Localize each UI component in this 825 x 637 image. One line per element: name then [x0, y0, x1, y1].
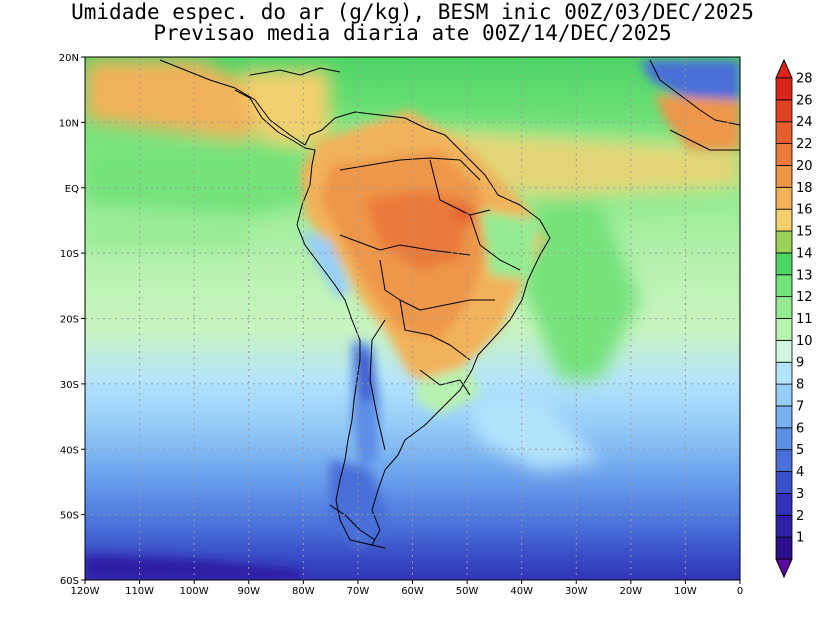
colorbar-swatch: [775, 427, 793, 451]
y-tick-label: 30S: [60, 380, 79, 391]
y-tick-label: 10N: [59, 118, 79, 129]
colorbar-label: 24: [796, 115, 813, 130]
colorbar-label: 12: [796, 290, 813, 305]
colorbar-label: 18: [796, 181, 813, 196]
colorbar-label: 15: [796, 225, 813, 240]
colorbar-label: 14: [796, 246, 813, 261]
colorbar-swatch: [775, 493, 793, 516]
colorbar-label: 28: [796, 72, 813, 87]
colorbar-swatch: [775, 296, 793, 319]
colorbar-swatch: [775, 471, 793, 494]
colorbar-swatch: [775, 121, 793, 144]
colorbar-label: 11: [796, 312, 813, 327]
colorbar-label: 6: [796, 421, 804, 436]
colorbar-swatch: [775, 449, 793, 472]
colorbar-swatch: [775, 208, 793, 232]
gridlines: [85, 57, 740, 580]
colorbar-label: 2: [796, 509, 804, 524]
title-line-2: Previsao media diaria ate 00Z/14/DEC/202…: [153, 21, 672, 45]
colorbar-label: 3: [796, 487, 804, 502]
colorbar-label: 26: [796, 93, 813, 108]
colorbar-label: 5: [796, 443, 804, 458]
y-tick-label: 20N: [59, 53, 79, 64]
colorbar-over-triangle: [775, 58, 793, 79]
colorbar-swatch: [775, 274, 793, 298]
colorbar-label: 22: [796, 137, 813, 152]
x-tick-label: 20W: [620, 586, 643, 597]
colorbar-swatch: [775, 536, 793, 560]
colorbar-swatch: [775, 361, 793, 385]
colorbar-swatch: [775, 99, 793, 123]
colorbar-swatch: [775, 383, 793, 407]
colorbar-swatch: [775, 252, 793, 276]
y-tick-label: EQ: [65, 184, 79, 195]
x-tick-label: 110W: [125, 586, 154, 597]
x-tick-label: 60W: [401, 586, 424, 597]
colorbar-swatch: [775, 186, 793, 210]
colorbar-label: 1: [796, 531, 804, 546]
chart-title: Umidade espec. do ar (g/kg), BESM inic 0…: [0, 2, 825, 44]
x-tick-label: 50W: [456, 586, 479, 597]
colorbar-label: 10: [796, 334, 813, 349]
colorbar-label: 13: [796, 268, 813, 283]
colorbar-swatch: [775, 318, 793, 341]
x-tick-label: 0: [737, 586, 743, 597]
colorbar-swatch: [775, 77, 793, 101]
y-tick-label: 50S: [60, 511, 79, 522]
x-tick-label: 100W: [180, 586, 209, 597]
x-tick-label: 120W: [71, 586, 100, 597]
x-tick-label: 40W: [510, 586, 533, 597]
colorbar-label: 16: [796, 203, 813, 218]
y-tick-label: 40S: [60, 445, 79, 456]
colorbar-label: 8: [796, 378, 804, 393]
colorbar-swatch: [775, 143, 793, 166]
y-tick-label: 20S: [60, 315, 79, 326]
colorbar-label: 7: [796, 399, 804, 414]
title-line-1: Umidade espec. do ar (g/kg), BESM inic 0…: [71, 0, 754, 24]
x-tick-label: 80W: [292, 586, 315, 597]
colorbar-swatch: [775, 165, 793, 188]
axis-ticks: 120W 110W 100W 90W 80W 70W 60W 50W 40W 30W 20W 10W 0…: [59, 53, 743, 597]
coastlines: [159, 59, 740, 549]
x-tick-label: 30W: [565, 586, 588, 597]
x-tick-label: 70W: [347, 586, 370, 597]
colorbar-swatch: [775, 405, 793, 429]
y-tick-label: 60S: [60, 576, 79, 587]
y-tick-label: 10S: [60, 249, 79, 260]
colorbar-swatch: [775, 339, 793, 363]
colorbar-label: 9: [796, 356, 804, 371]
x-tick-label: 10W: [674, 586, 697, 597]
colorbar-label: 20: [796, 159, 813, 174]
colorbar-label: 4: [796, 465, 804, 480]
colorbar-swatch: [775, 230, 793, 254]
colorbar-swatch: [775, 514, 793, 538]
humidity-field: [85, 57, 740, 580]
colorbar-under-triangle: [775, 558, 793, 579]
x-tick-label: 90W: [237, 586, 260, 597]
